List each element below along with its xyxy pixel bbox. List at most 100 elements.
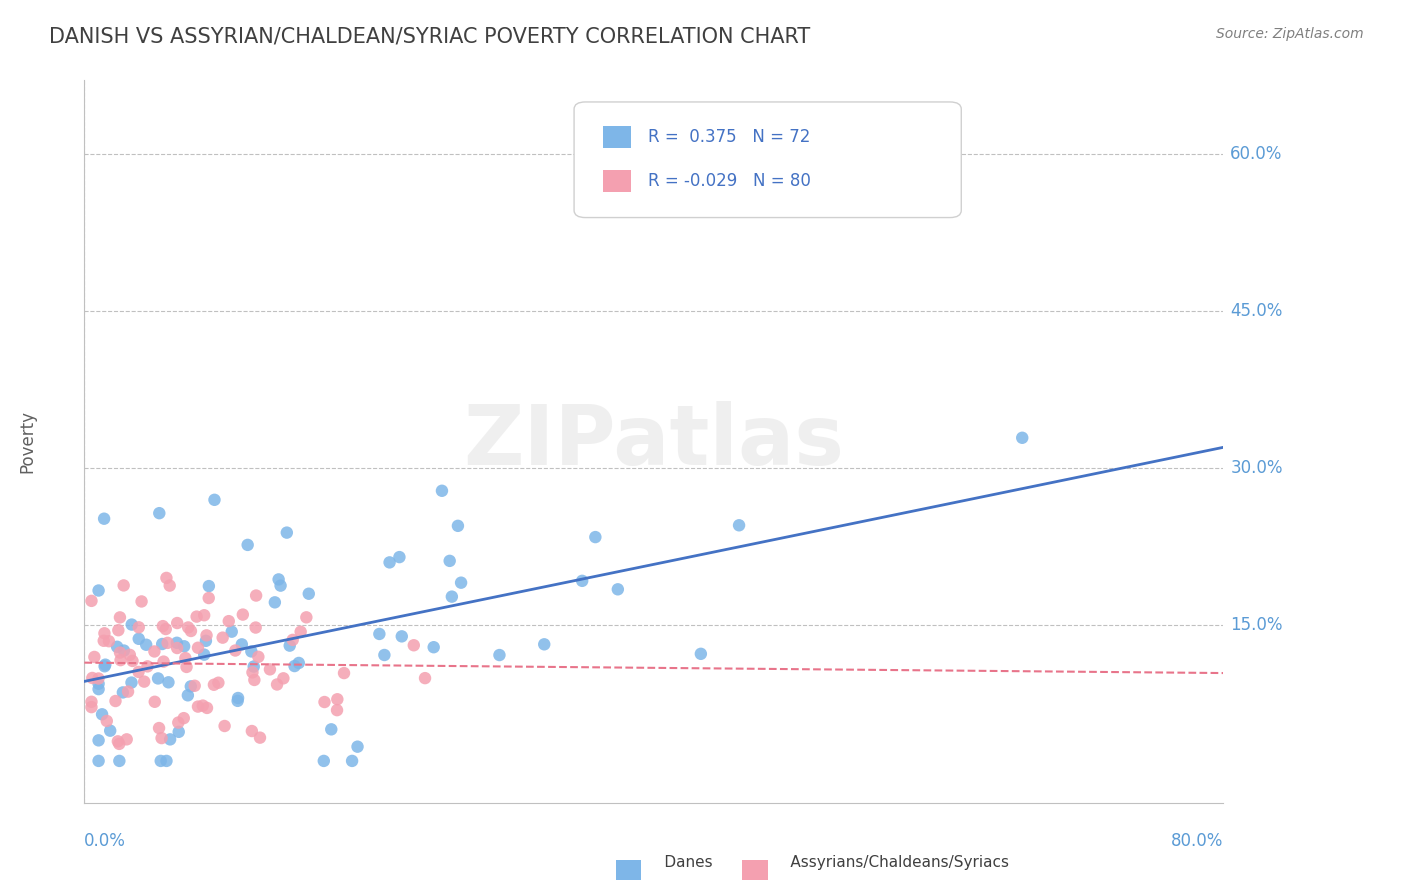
Text: DANISH VS ASSYRIAN/CHALDEAN/SYRIAC POVERTY CORRELATION CHART: DANISH VS ASSYRIAN/CHALDEAN/SYRIAC POVER… bbox=[49, 27, 810, 46]
Point bbox=[121, 617, 143, 632]
Point bbox=[689, 647, 711, 661]
Bar bbox=[603, 170, 631, 192]
Text: Assyrians/Chaldeans/Syriacs: Assyrians/Chaldeans/Syriacs bbox=[766, 855, 1010, 870]
Point bbox=[148, 721, 170, 735]
Point bbox=[1011, 431, 1033, 445]
Point bbox=[314, 695, 336, 709]
Point bbox=[226, 694, 249, 708]
Point bbox=[236, 538, 259, 552]
Point bbox=[176, 660, 198, 674]
Point bbox=[326, 692, 349, 706]
Point bbox=[159, 578, 181, 592]
Point bbox=[211, 631, 233, 645]
Point bbox=[288, 656, 311, 670]
Point bbox=[128, 632, 150, 646]
Point bbox=[226, 691, 249, 706]
Point bbox=[98, 723, 121, 738]
Point bbox=[131, 594, 153, 608]
Point bbox=[240, 644, 263, 658]
Point bbox=[111, 685, 134, 699]
Point bbox=[105, 640, 128, 654]
Point bbox=[249, 731, 271, 745]
Point bbox=[283, 659, 305, 673]
Point bbox=[281, 632, 304, 647]
Point bbox=[378, 555, 401, 569]
Point bbox=[148, 506, 170, 520]
Point bbox=[135, 638, 157, 652]
Point bbox=[326, 703, 349, 717]
Point bbox=[267, 573, 290, 587]
Point bbox=[159, 732, 181, 747]
Point bbox=[295, 610, 318, 624]
Point bbox=[166, 615, 188, 630]
Point bbox=[198, 579, 221, 593]
Point bbox=[87, 672, 110, 686]
Text: ZIPatlas: ZIPatlas bbox=[464, 401, 844, 482]
Point bbox=[259, 662, 281, 676]
Point bbox=[245, 621, 267, 635]
Point bbox=[270, 579, 292, 593]
Point bbox=[155, 622, 177, 636]
Point bbox=[146, 672, 169, 686]
Point bbox=[82, 671, 104, 685]
Point bbox=[346, 739, 368, 754]
Point bbox=[488, 648, 510, 662]
Point bbox=[242, 659, 264, 673]
Point bbox=[218, 614, 240, 628]
Point bbox=[231, 637, 253, 651]
Point bbox=[214, 719, 236, 733]
Text: Danes: Danes bbox=[640, 855, 713, 870]
Text: 80.0%: 80.0% bbox=[1171, 832, 1223, 850]
Point bbox=[156, 636, 179, 650]
Point bbox=[118, 648, 141, 662]
Point bbox=[402, 638, 425, 652]
Point bbox=[93, 512, 115, 526]
Point bbox=[728, 518, 751, 533]
Point bbox=[450, 575, 472, 590]
Point bbox=[243, 673, 266, 687]
Point bbox=[193, 608, 215, 623]
Point bbox=[204, 492, 226, 507]
Point bbox=[155, 754, 177, 768]
Point bbox=[180, 679, 202, 693]
Point bbox=[430, 483, 453, 498]
Point bbox=[202, 678, 225, 692]
Point bbox=[195, 701, 218, 715]
Point bbox=[413, 671, 436, 685]
Point bbox=[177, 688, 200, 702]
Text: 15.0%: 15.0% bbox=[1230, 615, 1282, 634]
Bar bbox=[603, 126, 631, 147]
Point bbox=[121, 675, 143, 690]
Point bbox=[108, 754, 131, 768]
Text: R =  0.375   N = 72: R = 0.375 N = 72 bbox=[648, 128, 810, 145]
Point bbox=[149, 754, 172, 768]
Point bbox=[173, 711, 195, 725]
Point bbox=[391, 629, 413, 643]
FancyBboxPatch shape bbox=[574, 102, 962, 218]
Point bbox=[128, 665, 150, 679]
Point bbox=[152, 619, 174, 633]
Point bbox=[224, 643, 246, 657]
Point bbox=[108, 646, 131, 660]
Point bbox=[340, 754, 363, 768]
Point bbox=[187, 640, 209, 655]
Point bbox=[439, 554, 461, 568]
Point bbox=[112, 643, 135, 657]
Point bbox=[107, 734, 129, 748]
Point bbox=[108, 737, 131, 751]
Point bbox=[440, 590, 463, 604]
Point bbox=[143, 695, 166, 709]
Point bbox=[447, 519, 470, 533]
Point bbox=[166, 636, 188, 650]
Point bbox=[533, 637, 555, 651]
Text: 60.0%: 60.0% bbox=[1230, 145, 1282, 162]
Point bbox=[167, 715, 190, 730]
Point bbox=[152, 655, 174, 669]
Point bbox=[97, 634, 120, 648]
Point bbox=[266, 677, 288, 691]
Point bbox=[247, 649, 270, 664]
Point bbox=[167, 724, 190, 739]
Point bbox=[368, 627, 391, 641]
Point bbox=[180, 624, 202, 638]
Text: R = -0.029   N = 80: R = -0.029 N = 80 bbox=[648, 172, 811, 190]
